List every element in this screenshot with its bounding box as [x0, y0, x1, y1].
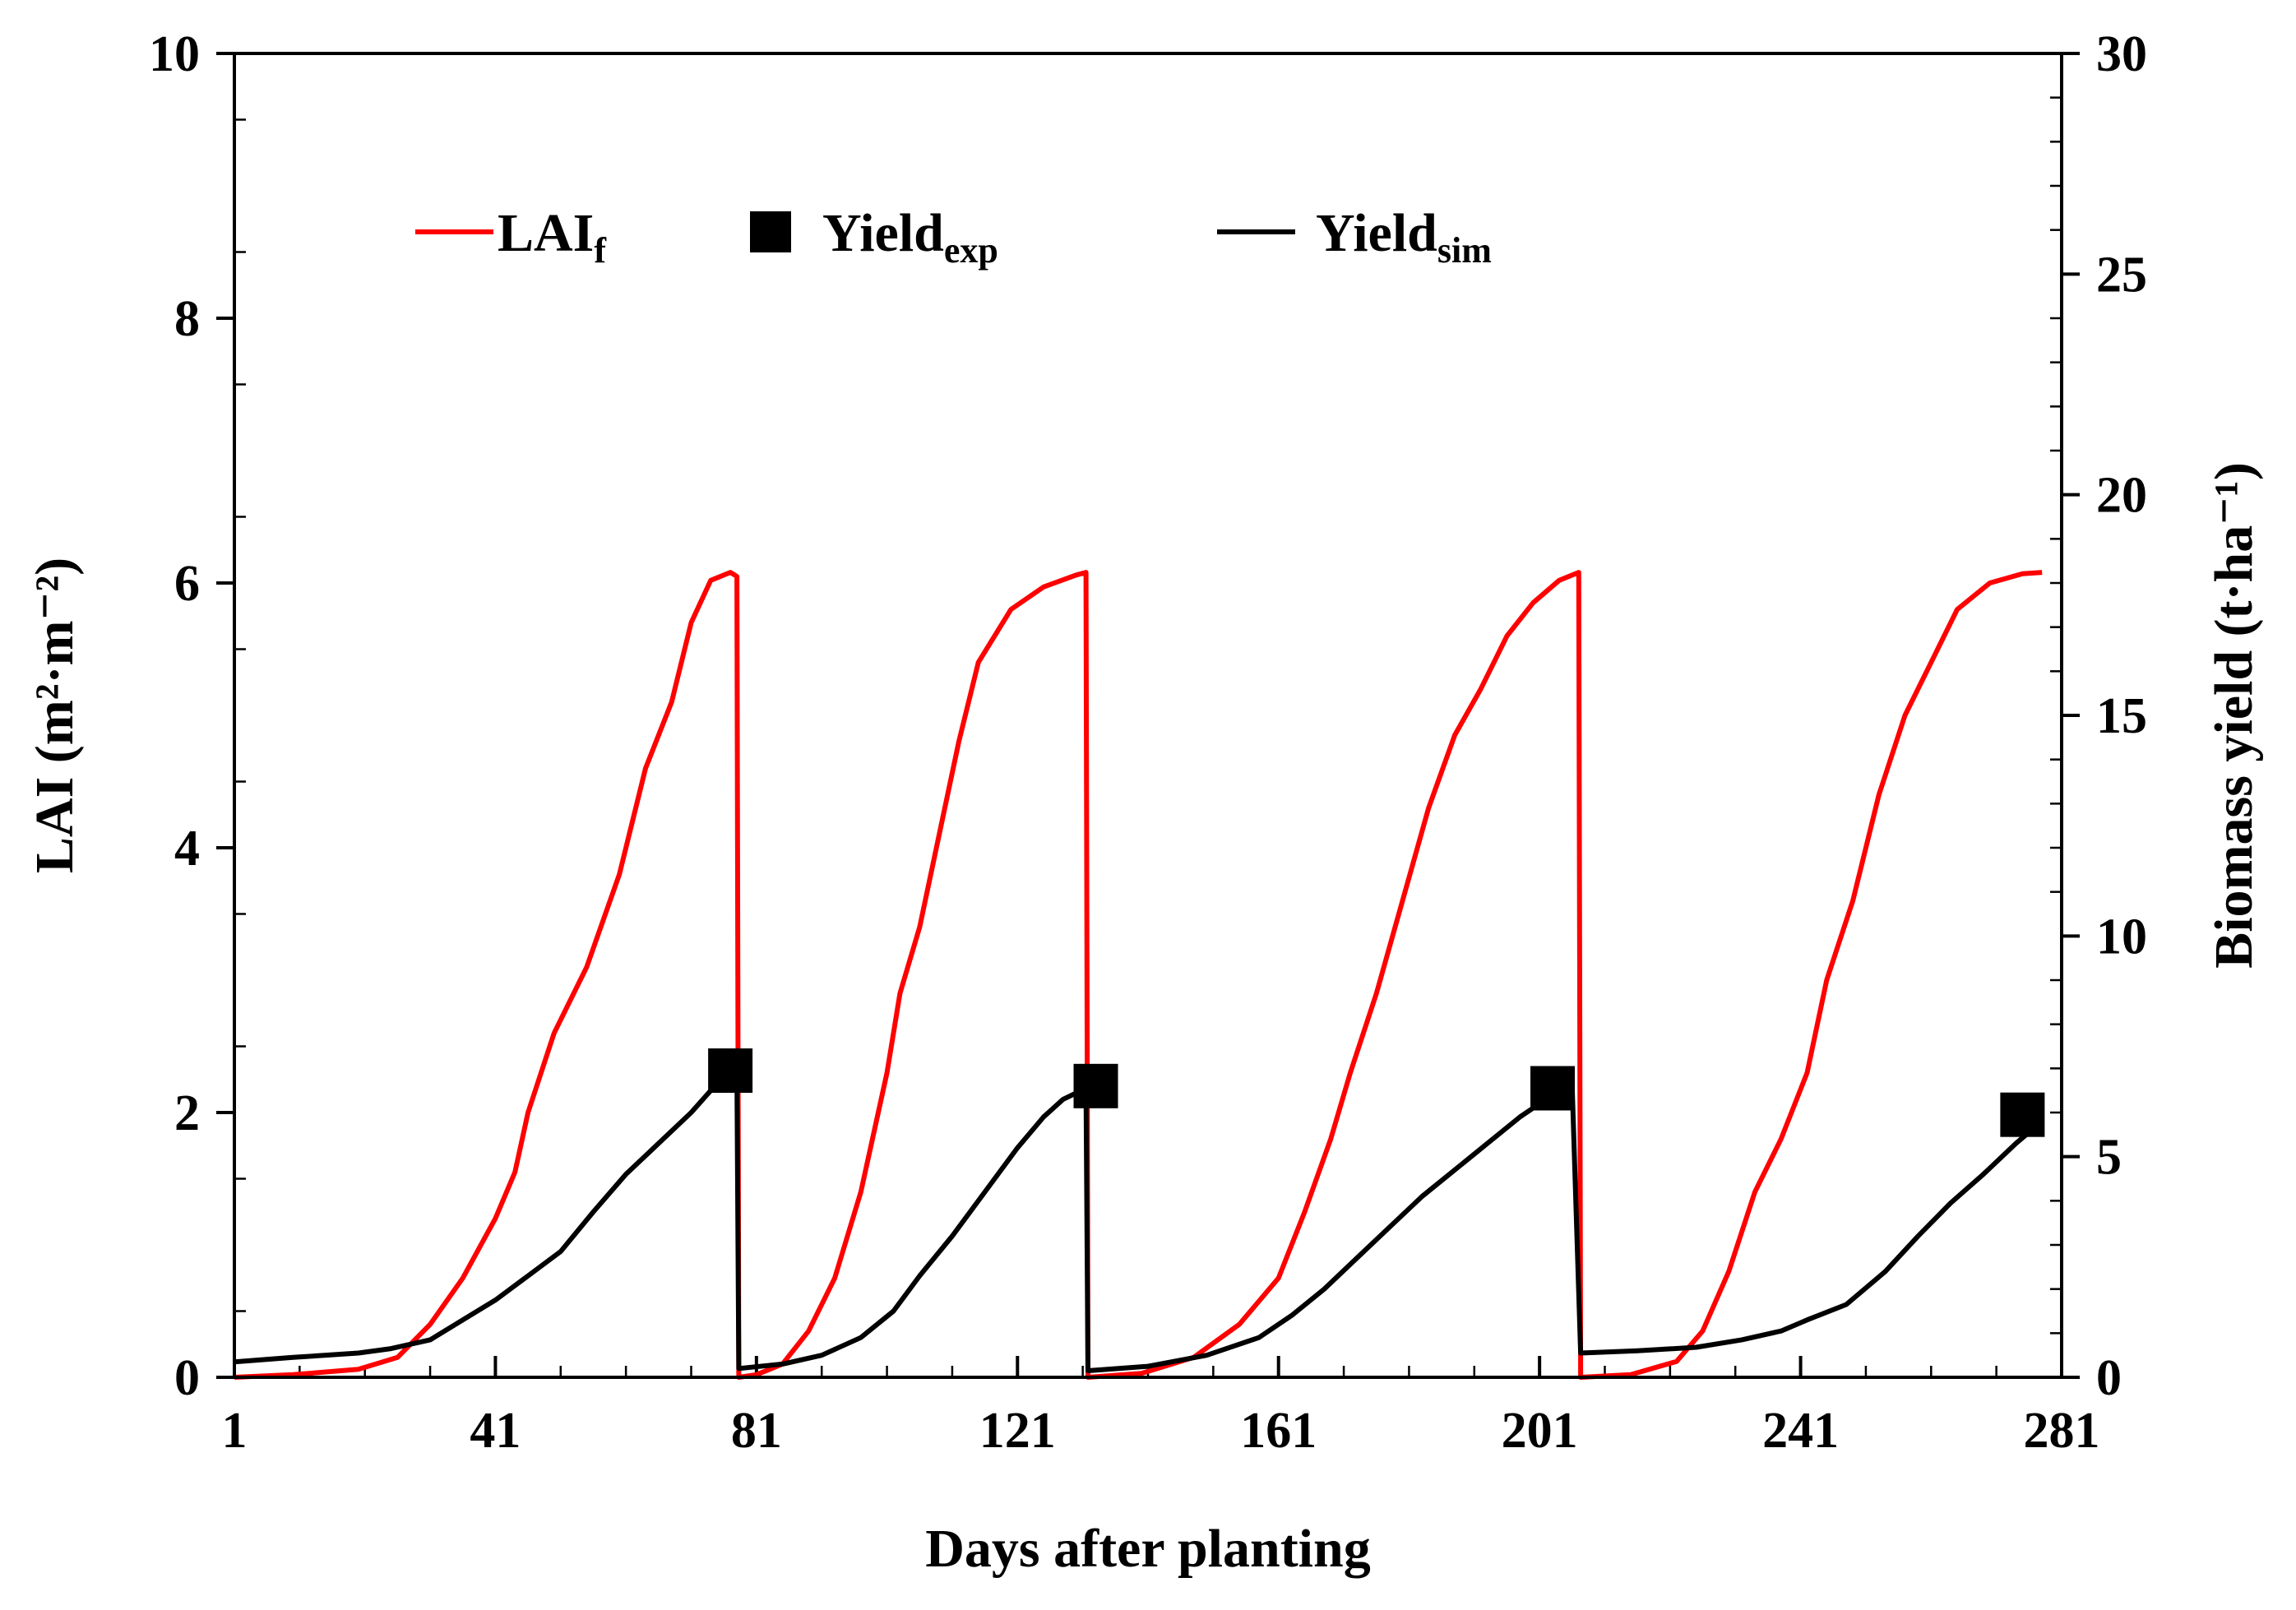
y-tick-label: 8	[174, 291, 200, 347]
lai-f-line	[234, 570, 2043, 1380]
plot-frame	[233, 52, 2063, 1379]
y-tick-label: 6	[174, 556, 200, 612]
series-layer	[234, 570, 2045, 1380]
y-tick-label: 2	[174, 1085, 200, 1141]
legend-yield-sim-label: Yieldsim	[1316, 203, 1492, 271]
y2-axis-title: Biomass yield (t·ha⁻¹)	[2204, 462, 2264, 969]
x-tick-label: 201	[1502, 1403, 1578, 1459]
yield-sim-line	[234, 1070, 2044, 1373]
x-tick-label: 121	[979, 1403, 1056, 1459]
yield-exp-point	[1073, 1063, 1118, 1108]
y-axis-title: LAI (m²·m⁻²)	[25, 557, 85, 873]
x-tick-label: 41	[470, 1403, 521, 1459]
y2-tick-label: 10	[2096, 909, 2147, 965]
y-tick-label: 0	[174, 1350, 200, 1406]
legend-lai-label: LAIf	[498, 203, 607, 271]
y2-tick-label: 0	[2096, 1350, 2122, 1406]
y2-tick-label: 30	[2096, 26, 2147, 82]
x-tick-label: 1	[222, 1403, 248, 1459]
y2-tick-label: 25	[2096, 247, 2147, 303]
legend: LAIf Yieldexp Yieldsim	[415, 203, 1492, 271]
yield-exp-point	[1530, 1066, 1576, 1111]
y-tick-label: 10	[149, 26, 200, 82]
x-tick-label: 241	[1762, 1403, 1839, 1459]
legend-yield-exp-marker	[750, 211, 791, 252]
y2-tick-label: 15	[2096, 688, 2147, 744]
y2-tick-label: 5	[2096, 1130, 2122, 1186]
yield-exp-point	[708, 1048, 753, 1094]
legend-yield-exp-label: Yieldexp	[822, 203, 998, 271]
y-tick-label: 4	[174, 821, 200, 877]
yield-exp-point	[2000, 1092, 2045, 1137]
x-axis-title: Days after planting	[925, 1519, 1370, 1579]
y2-tick-label: 20	[2096, 468, 2147, 524]
x-tick-label: 81	[731, 1403, 782, 1459]
x-tick-label: 281	[2024, 1403, 2100, 1459]
x-tick-label: 161	[1240, 1403, 1317, 1459]
axis-ticks	[216, 52, 2080, 1379]
